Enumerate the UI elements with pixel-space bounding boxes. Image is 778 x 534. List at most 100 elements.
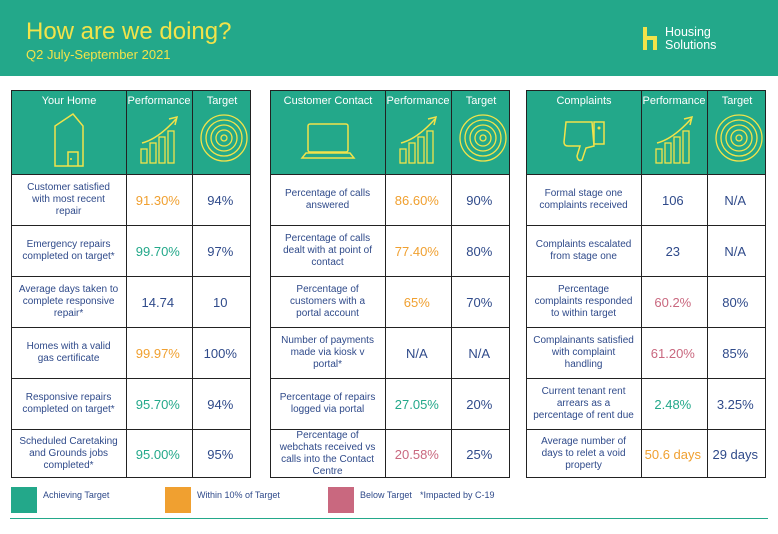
target-value: 70% — [466, 294, 493, 310]
table-row: Emergency repairs completed on target* 99… — [12, 225, 250, 276]
legend-impacted-note: *Impacted by C-19 — [420, 490, 495, 500]
table-row: Complainants satisfied with complaint ha… — [527, 327, 765, 378]
panel-header: Your Home Performance Target — [12, 91, 250, 174]
metric-label: Complaints escalated from stage one — [535, 239, 632, 262]
target-value: 29 days — [712, 446, 759, 462]
metric-label: Emergency repairs completed on target* — [22, 239, 115, 262]
metric-label: Average number of days to relet a void p… — [541, 436, 626, 471]
metric-label: Responsive repairs completed on target* — [22, 392, 115, 415]
performance-value: 95.70% — [135, 396, 180, 412]
performance-value: 2.48% — [654, 396, 692, 412]
performance-value: 27.05% — [394, 396, 439, 412]
table-row: Responsive repairs completed on target* 9… — [12, 378, 250, 429]
logo-text: Housing Solutions — [665, 25, 717, 52]
metric-label: Average days taken to complete responsiv… — [18, 284, 119, 319]
column-divider — [641, 91, 642, 477]
target-value: 95% — [207, 446, 234, 462]
footer-rule — [10, 518, 768, 519]
column-divider — [126, 91, 127, 477]
column-divider — [385, 91, 386, 477]
table-row: Formal stage one complaints received 106 N… — [527, 174, 765, 225]
metric-label: Percentage complaints responded to withi… — [534, 284, 633, 319]
panel-title: Your Home — [41, 95, 97, 107]
metric-label: Percentage of calls answered — [285, 188, 371, 211]
metric-label: Percentage of calls dealt with at point … — [283, 233, 373, 268]
header-banner: How are we doing? Q2 July-September 2021… — [0, 0, 778, 76]
target-value: 10 — [213, 294, 228, 310]
performance-header: Performance — [127, 95, 191, 107]
target-value: 90% — [466, 192, 493, 208]
performance-header: Performance — [642, 95, 706, 107]
table-row: Current tenant rent arrears as a percent… — [527, 378, 765, 429]
target-value: 3.25% — [716, 396, 754, 412]
target-icon — [459, 114, 507, 162]
performance-value: 91.30% — [135, 192, 180, 208]
table-row: Number of payments made via kiosk v port… — [271, 327, 509, 378]
performance-header: Performance — [386, 95, 450, 107]
target-value: 20% — [466, 396, 493, 412]
target-icon — [715, 114, 763, 162]
metric-label: Percentage of repairs logged via portal — [279, 392, 376, 415]
performance-value: 99.70% — [135, 243, 180, 259]
panel-header: Customer Contact Performance Target — [271, 91, 509, 174]
table-row: Percentage of calls dealt with at point … — [271, 225, 509, 276]
target-value: 25% — [466, 446, 493, 462]
metric-label: Customer satisfied with most recent repa… — [27, 182, 110, 217]
target-value: N/A — [724, 243, 747, 259]
table-row: Percentage of webchats received vs calls… — [271, 429, 509, 478]
table-row: Customer satisfied with most recent repa… — [12, 174, 250, 225]
target-header: Target — [465, 95, 497, 107]
metric-label: Number of payments made via kiosk v port… — [281, 335, 374, 370]
performance-value: 95.00% — [135, 446, 180, 462]
legend-below: Below Target — [360, 490, 412, 500]
target-value: N/A — [468, 345, 491, 361]
target-value: N/A — [724, 192, 747, 208]
laptop-icon — [300, 123, 356, 159]
panel-title: Complaints — [556, 95, 612, 107]
metric-label: Formal stage one complaints received — [539, 188, 628, 211]
growth-chart-icon — [655, 115, 694, 164]
legend-swatch-within — [165, 487, 191, 513]
target-value: 100% — [203, 345, 237, 361]
legend-within: Within 10% of Target — [197, 490, 280, 500]
performance-value: 20.58% — [394, 446, 439, 462]
house-icon — [54, 113, 84, 167]
target-icon — [200, 114, 248, 162]
performance-value: 60.2% — [654, 294, 692, 310]
table-row: Average number of days to relet a void p… — [527, 429, 765, 478]
table-row: Scheduled Caretaking and Grounds jobs co… — [12, 429, 250, 478]
performance-value: 86.60% — [394, 192, 439, 208]
panel-your-home: Your Home Performance Target Customer satis… — [11, 90, 251, 478]
performance-value: 77.40% — [394, 243, 439, 259]
panel-title: Customer Contact — [283, 95, 373, 107]
target-header: Target — [206, 95, 238, 107]
thumbs-down-icon — [563, 121, 605, 162]
target-value: 80% — [466, 243, 493, 259]
performance-value: 50.6 days — [644, 446, 701, 462]
table-row: Percentage of customers with a portal ac… — [271, 276, 509, 327]
performance-value: 106 — [661, 192, 684, 208]
performance-value: 65% — [403, 294, 430, 310]
target-value: 94% — [207, 396, 234, 412]
target-value: 80% — [722, 294, 749, 310]
performance-value: 99.97% — [135, 345, 180, 361]
table-row: Percentage complaints responded to withi… — [527, 276, 765, 327]
legend-achieving: Achieving Target — [43, 490, 110, 500]
panel-customer-contact: Customer Contact Performance Target Percent… — [270, 90, 510, 478]
performance-value: 23 — [665, 243, 681, 259]
target-header: Target — [721, 95, 753, 107]
metric-label: Percentage of customers with a portal ac… — [290, 284, 366, 319]
table-row: Average days taken to complete responsiv… — [12, 276, 250, 327]
target-value: 97% — [207, 243, 234, 259]
column-divider — [707, 91, 708, 477]
column-divider — [451, 91, 452, 477]
legend-swatch-achieving — [11, 487, 37, 513]
table-row: Percentage of calls answered 86.60% 90% — [271, 174, 509, 225]
legend-swatch-below — [328, 487, 354, 513]
growth-chart-icon — [399, 115, 438, 164]
target-value: 94% — [207, 192, 234, 208]
metric-label: Scheduled Caretaking and Grounds jobs co… — [19, 436, 118, 471]
page-title: How are we doing? — [26, 18, 232, 45]
page-subtitle: Q2 July-September 2021 — [26, 47, 171, 62]
growth-chart-icon — [140, 115, 179, 164]
